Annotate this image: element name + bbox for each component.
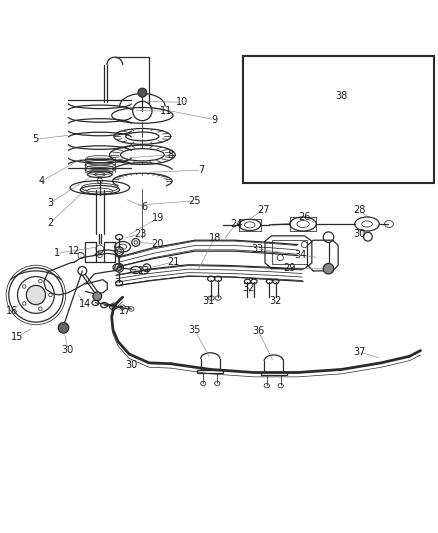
Text: 32: 32 <box>270 296 282 305</box>
Bar <box>261 373 287 375</box>
Text: 14: 14 <box>79 298 92 309</box>
Text: 20: 20 <box>152 239 164 249</box>
Circle shape <box>26 285 46 304</box>
Text: 19: 19 <box>152 213 164 223</box>
Text: 31: 31 <box>202 296 214 305</box>
Text: 6: 6 <box>141 203 148 212</box>
Bar <box>272 240 307 264</box>
Text: 30: 30 <box>353 229 365 239</box>
Text: 3: 3 <box>47 198 53 208</box>
Circle shape <box>58 322 69 333</box>
Text: 17: 17 <box>119 306 131 316</box>
Circle shape <box>93 292 102 301</box>
Text: 8: 8 <box>168 150 174 160</box>
Text: 23: 23 <box>134 229 146 239</box>
Ellipse shape <box>252 93 265 105</box>
Text: 7: 7 <box>198 165 205 175</box>
Text: 10: 10 <box>176 97 188 107</box>
Text: 28: 28 <box>353 205 365 215</box>
Text: 29: 29 <box>283 263 295 273</box>
Text: 11: 11 <box>160 106 173 116</box>
Circle shape <box>323 263 334 274</box>
Text: 25: 25 <box>189 196 201 206</box>
Bar <box>197 370 223 373</box>
Text: 2: 2 <box>47 217 53 228</box>
Text: 5: 5 <box>32 134 38 144</box>
Text: 34: 34 <box>294 249 306 260</box>
Text: 38: 38 <box>336 91 348 101</box>
Text: 1: 1 <box>54 248 60 259</box>
Text: 16: 16 <box>6 306 18 316</box>
Text: 26: 26 <box>298 212 311 222</box>
Ellipse shape <box>138 88 147 97</box>
Text: 33: 33 <box>251 244 264 254</box>
Text: 36: 36 <box>252 326 265 336</box>
Text: 30: 30 <box>125 360 138 370</box>
Text: 12: 12 <box>68 246 81 256</box>
Text: 9: 9 <box>212 115 218 125</box>
Text: 13: 13 <box>138 266 151 276</box>
Text: 18: 18 <box>208 233 221 243</box>
Text: 24: 24 <box>230 219 243 229</box>
Ellipse shape <box>254 72 267 83</box>
Text: 4: 4 <box>39 176 45 186</box>
Bar <box>243 56 434 183</box>
Text: 32: 32 <box>242 284 254 293</box>
Text: 21: 21 <box>167 257 179 267</box>
Text: 30: 30 <box>62 345 74 355</box>
Text: 27: 27 <box>258 205 270 215</box>
Text: 35: 35 <box>189 325 201 335</box>
Text: 37: 37 <box>353 347 365 357</box>
Text: 15: 15 <box>11 332 24 342</box>
